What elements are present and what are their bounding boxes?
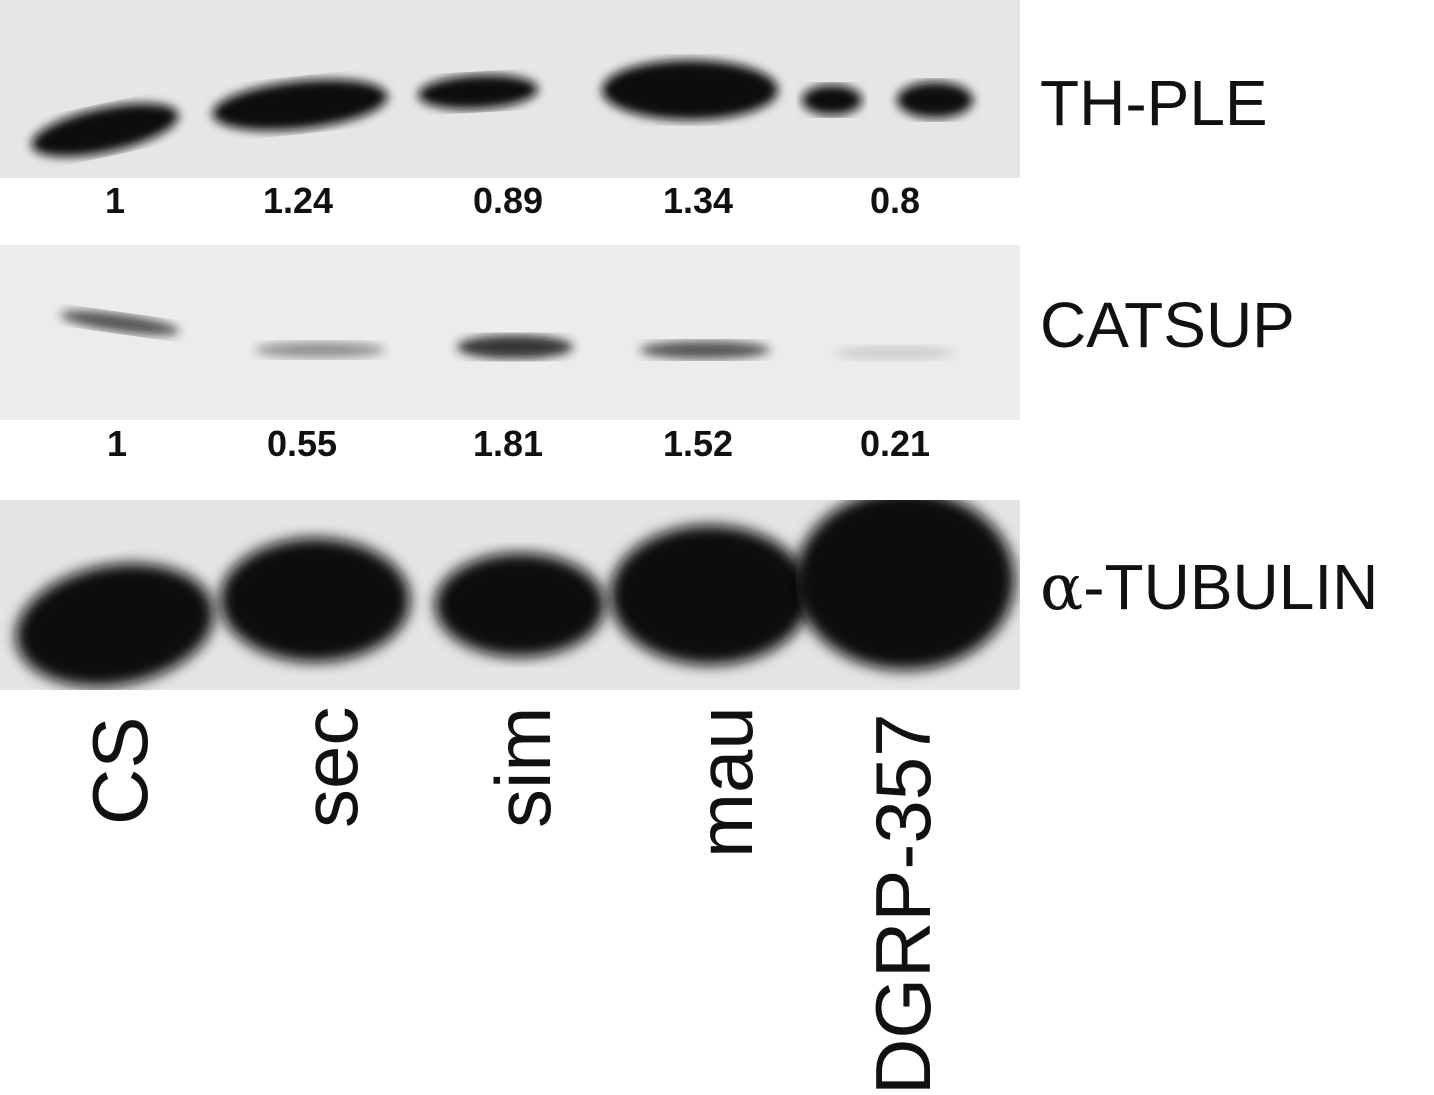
lane-label-sec: sec <box>286 706 374 828</box>
alpha-symbol: α <box>1040 551 1084 625</box>
blot-band <box>220 538 410 662</box>
blot-band <box>15 563 215 687</box>
blot-band <box>60 310 180 336</box>
blot-panel-catsup <box>0 245 1020 420</box>
quant-value: 1.24 <box>262 180 334 221</box>
quant-value: 1.34 <box>662 180 734 221</box>
quant-value: 1.81 <box>472 423 544 464</box>
blot-band <box>435 553 605 657</box>
blot-label-th-ple: TH-PLE <box>1040 67 1268 139</box>
quant-value: 0.8 <box>869 180 921 221</box>
lane-label-dgrp-357: DGRP-357 <box>859 713 947 1095</box>
quant-value: 1 <box>106 423 128 464</box>
blot-band <box>610 525 810 665</box>
quantification-row-th-ple: 1 1.24 0.89 1.34 0.8 <box>0 180 1020 230</box>
blot-label-tubulin: α-TUBULIN <box>1040 550 1378 625</box>
blot-band <box>418 74 538 110</box>
blot-label-catsup: CATSUP <box>1040 289 1295 361</box>
blot-band <box>255 342 385 358</box>
blot-band <box>835 346 955 360</box>
quantification-row-catsup: 1 0.55 1.81 1.52 0.21 <box>0 423 1020 473</box>
blot-band <box>640 341 770 359</box>
quant-value: 1.52 <box>662 423 734 464</box>
quant-value: 0.89 <box>472 180 544 221</box>
blot-panel-tubulin <box>0 500 1020 690</box>
blot-band <box>31 103 179 157</box>
blot-band <box>897 82 973 118</box>
blot-band <box>457 335 573 359</box>
tubulin-text: -TUBULIN <box>1083 551 1379 623</box>
lane-label-cs: CS <box>76 716 164 825</box>
quant-value: 0.55 <box>266 423 338 464</box>
blot-band <box>602 60 778 120</box>
lane-label-sim: sim <box>479 706 567 828</box>
blot-band <box>802 85 862 115</box>
blot-panel-th-ple <box>0 0 1020 178</box>
blot-band <box>795 500 1015 670</box>
blot-band <box>212 79 388 131</box>
quant-value: 0.21 <box>859 423 931 464</box>
lane-label-mau: mau <box>681 706 769 858</box>
quant-value: 1 <box>104 180 126 221</box>
